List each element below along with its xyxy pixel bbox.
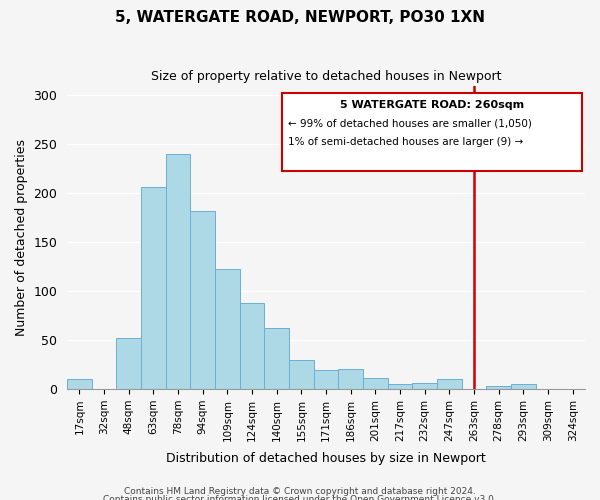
Bar bbox=[190, 211, 215, 389]
Text: 5 WATERGATE ROAD: 260sqm: 5 WATERGATE ROAD: 260sqm bbox=[340, 100, 524, 110]
Bar bbox=[412, 383, 437, 389]
Y-axis label: Number of detached properties: Number of detached properties bbox=[15, 139, 28, 336]
Bar bbox=[141, 188, 166, 389]
Bar bbox=[338, 370, 363, 389]
Bar bbox=[314, 370, 338, 389]
Bar bbox=[166, 154, 190, 389]
Bar bbox=[511, 384, 536, 389]
Title: Size of property relative to detached houses in Newport: Size of property relative to detached ho… bbox=[151, 70, 502, 83]
Text: 5, WATERGATE ROAD, NEWPORT, PO30 1XN: 5, WATERGATE ROAD, NEWPORT, PO30 1XN bbox=[115, 10, 485, 25]
Bar bbox=[215, 268, 240, 389]
Bar bbox=[67, 380, 92, 389]
Bar bbox=[289, 360, 314, 389]
Bar bbox=[437, 380, 462, 389]
Text: Contains HM Land Registry data © Crown copyright and database right 2024.: Contains HM Land Registry data © Crown c… bbox=[124, 487, 476, 496]
Bar bbox=[487, 386, 511, 389]
Bar bbox=[388, 384, 412, 389]
X-axis label: Distribution of detached houses by size in Newport: Distribution of detached houses by size … bbox=[166, 452, 486, 465]
Bar bbox=[240, 303, 265, 389]
FancyBboxPatch shape bbox=[282, 93, 583, 170]
Bar bbox=[363, 378, 388, 389]
Bar bbox=[265, 328, 289, 389]
Text: ← 99% of detached houses are smaller (1,050): ← 99% of detached houses are smaller (1,… bbox=[288, 118, 532, 128]
Bar bbox=[116, 338, 141, 389]
Text: Contains public sector information licensed under the Open Government Licence v3: Contains public sector information licen… bbox=[103, 496, 497, 500]
Text: 1% of semi-detached houses are larger (9) →: 1% of semi-detached houses are larger (9… bbox=[288, 137, 524, 147]
